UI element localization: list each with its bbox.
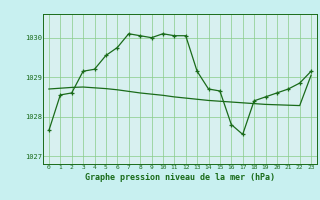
X-axis label: Graphe pression niveau de la mer (hPa): Graphe pression niveau de la mer (hPa) (85, 173, 275, 182)
